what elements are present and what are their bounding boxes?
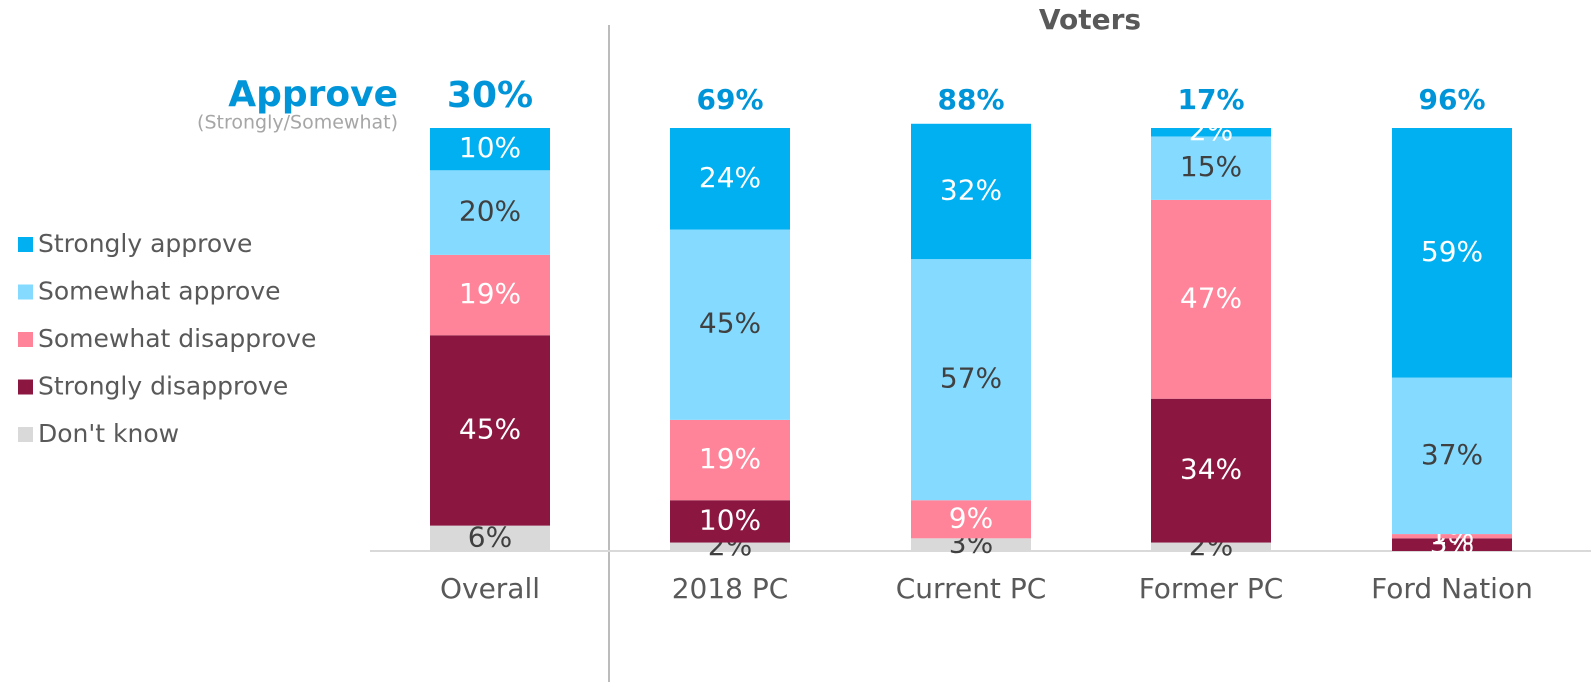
bar-segment — [670, 128, 790, 230]
bar-segment — [1392, 534, 1512, 539]
bar-segment — [430, 128, 550, 171]
data-label: 45% — [459, 412, 521, 445]
approve-total: 96% — [1418, 83, 1485, 116]
x-tick-label: Current PC — [896, 572, 1047, 605]
x-tick-label: Former PC — [1139, 572, 1284, 605]
data-label: 37% — [1421, 438, 1483, 471]
legend-label: Strongly approve — [38, 229, 252, 258]
bar-segment — [670, 419, 790, 501]
data-label: 24% — [699, 161, 761, 194]
bar-segment — [430, 335, 550, 526]
legend-label: Strongly disapprove — [38, 372, 288, 401]
legend-swatch — [18, 332, 33, 347]
bar-segment — [1392, 538, 1512, 551]
approve-sublabel: (Strongly/Somewhat) — [197, 112, 398, 134]
bar-segment — [670, 542, 790, 551]
approve-total: 88% — [937, 83, 1004, 116]
data-label: 57% — [940, 362, 1002, 395]
data-label: 10% — [699, 503, 761, 536]
bar-segment — [430, 254, 550, 336]
legend-swatch — [18, 427, 33, 442]
legend-label: Somewhat approve — [38, 277, 281, 306]
data-label: 9% — [949, 501, 993, 534]
bar-segment — [1151, 128, 1271, 137]
data-label: 34% — [1180, 453, 1242, 486]
data-label: 19% — [699, 442, 761, 475]
bar-segment — [1151, 398, 1271, 543]
legend-swatch — [18, 379, 33, 395]
data-label: 32% — [940, 173, 1002, 206]
data-label: 45% — [699, 307, 761, 340]
data-label: 2% — [1189, 114, 1233, 147]
legend-swatch — [18, 237, 33, 252]
data-label: 59% — [1421, 235, 1483, 268]
approve-total: 17% — [1177, 83, 1244, 116]
bar-segment — [911, 538, 1031, 551]
legend-swatch — [18, 284, 33, 300]
bar-segment — [911, 123, 1031, 260]
data-label: 6% — [468, 520, 512, 553]
bar-segment — [1151, 542, 1271, 551]
bar-segment — [911, 259, 1031, 501]
legend-label: Don't know — [38, 419, 179, 448]
bar-segment — [430, 525, 550, 551]
approve-total: 30% — [447, 75, 533, 116]
data-label: 47% — [1180, 281, 1242, 314]
data-label: 19% — [459, 277, 521, 310]
bar-segment — [1151, 136, 1271, 200]
x-tick-label: Ford Nation — [1371, 572, 1533, 605]
legend-label: Somewhat disapprove — [38, 324, 316, 353]
chart-title: Voters — [1039, 3, 1141, 36]
bar-segment — [1392, 128, 1512, 378]
bar-segment — [911, 500, 1031, 539]
x-tick-label: Overall — [440, 572, 540, 605]
bar-segment — [1151, 199, 1271, 399]
bar-segment — [670, 229, 790, 420]
bar-segment — [1392, 377, 1512, 535]
bar-segment — [430, 170, 550, 255]
approve-total: 69% — [696, 83, 763, 116]
x-tick-label: 2018 PC — [672, 572, 789, 605]
data-label: 20% — [459, 195, 521, 228]
data-label: 15% — [1180, 150, 1242, 183]
bar-segment — [670, 500, 790, 543]
data-label: 10% — [459, 131, 521, 164]
approve-label: Approve — [228, 74, 398, 115]
